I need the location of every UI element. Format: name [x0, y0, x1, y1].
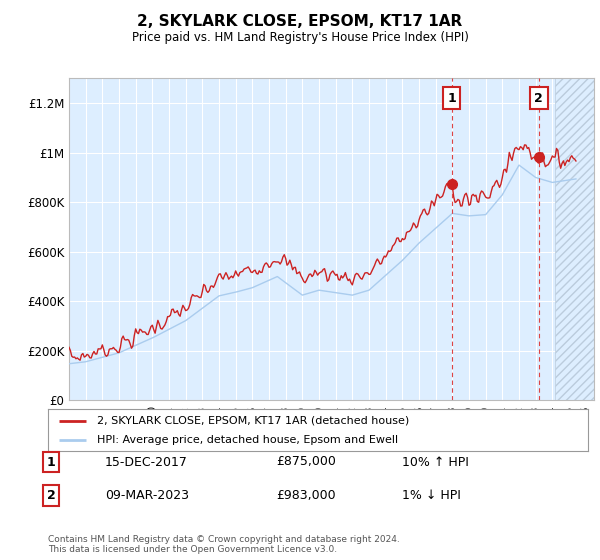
Text: 2, SKYLARK CLOSE, EPSOM, KT17 1AR (detached house): 2, SKYLARK CLOSE, EPSOM, KT17 1AR (detac… — [97, 416, 409, 426]
Bar — [555, 78, 594, 400]
Text: £875,000: £875,000 — [276, 455, 336, 469]
Text: £983,000: £983,000 — [276, 489, 335, 502]
Text: Contains HM Land Registry data © Crown copyright and database right 2024.
This d: Contains HM Land Registry data © Crown c… — [48, 535, 400, 554]
Text: 2, SKYLARK CLOSE, EPSOM, KT17 1AR: 2, SKYLARK CLOSE, EPSOM, KT17 1AR — [137, 14, 463, 29]
Text: 1% ↓ HPI: 1% ↓ HPI — [402, 489, 461, 502]
Text: Price paid vs. HM Land Registry's House Price Index (HPI): Price paid vs. HM Land Registry's House … — [131, 31, 469, 44]
Text: HPI: Average price, detached house, Epsom and Ewell: HPI: Average price, detached house, Epso… — [97, 435, 398, 445]
Text: 2: 2 — [535, 92, 543, 105]
Text: 09-MAR-2023: 09-MAR-2023 — [105, 489, 189, 502]
Text: 1: 1 — [447, 92, 456, 105]
Text: 1: 1 — [47, 455, 55, 469]
Text: 15-DEC-2017: 15-DEC-2017 — [105, 455, 188, 469]
Text: 10% ↑ HPI: 10% ↑ HPI — [402, 455, 469, 469]
Text: 2: 2 — [47, 489, 55, 502]
